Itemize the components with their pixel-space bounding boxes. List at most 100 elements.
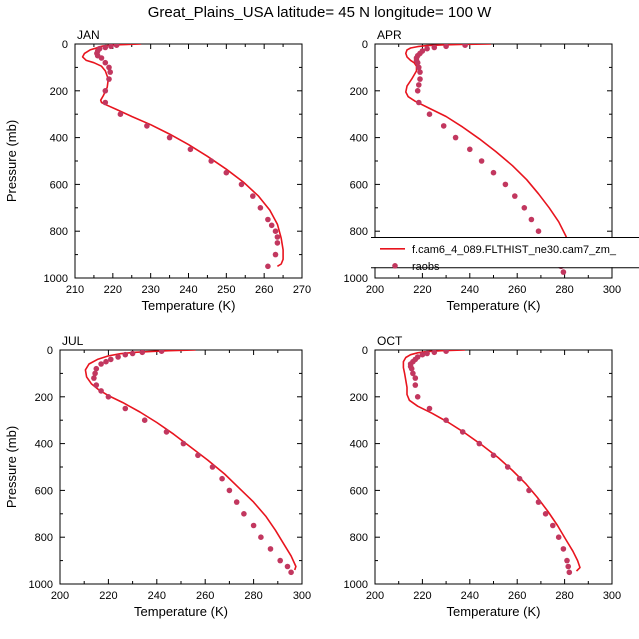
y-tick-label: 200: [50, 86, 68, 98]
raobs-point: [408, 365, 415, 372]
raobs-point: [512, 193, 518, 199]
raobs-point: [417, 69, 423, 75]
model-profile-line: [84, 350, 297, 571]
raobs-point: [459, 429, 466, 435]
raobs-point: [417, 76, 423, 82]
y-tick-label: 0: [62, 39, 68, 51]
raobs-point: [115, 354, 121, 360]
raobs-point: [102, 99, 109, 106]
raobs-point: [467, 146, 473, 153]
model-profile-line: [404, 44, 574, 267]
raobs-point: [284, 563, 291, 570]
raobs-point: [431, 44, 438, 51]
raobs-point: [521, 205, 528, 211]
raobs-point: [122, 351, 129, 358]
raobs-point: [542, 511, 549, 517]
raobs-point: [412, 382, 419, 388]
raobs-point: [424, 45, 430, 52]
x-tick-label: 220: [104, 284, 122, 296]
x-tick-label: 230: [141, 284, 159, 296]
x-axis-label: Temperature (K): [447, 604, 541, 619]
x-tick-label: 240: [148, 590, 166, 602]
raobs-point: [98, 388, 104, 394]
y-tick-label: 0: [362, 345, 368, 357]
raobs-point: [272, 251, 279, 258]
raobs-point: [528, 216, 535, 223]
raobs-point: [443, 44, 449, 50]
x-tick-label: 200: [366, 590, 384, 602]
raobs-point: [113, 44, 120, 48]
raobs-point: [414, 394, 421, 400]
x-tick-label: 220: [413, 590, 431, 602]
raobs-point: [535, 228, 542, 234]
x-tick-label: 200: [51, 590, 69, 602]
raobs-point: [141, 417, 148, 424]
y-tick-label: 1000: [29, 579, 53, 591]
raobs-point: [490, 169, 497, 176]
raobs-point: [440, 123, 447, 129]
raobs-point: [416, 82, 422, 88]
raobs-point: [424, 350, 430, 357]
x-tick-label: 280: [244, 590, 262, 602]
raobs-point: [476, 440, 483, 447]
y-tick-label: 600: [350, 485, 368, 497]
panel-label: APR: [377, 28, 402, 42]
raobs-point: [443, 350, 449, 354]
raobs-point: [166, 134, 173, 141]
y-tick-label: 800: [50, 226, 68, 238]
raobs-point: [265, 216, 271, 223]
raobs-point: [443, 417, 449, 424]
y-tick-label: 1000: [44, 273, 68, 285]
figure-title: Great_Plains_USA latitude= 45 N longitud…: [148, 4, 492, 21]
x-tick-label: 260: [196, 590, 214, 602]
panel-label: JUL: [62, 334, 84, 348]
raobs-point: [516, 475, 523, 482]
raobs-point: [93, 382, 100, 388]
raobs-point: [416, 64, 422, 71]
panel-jul: 200 220 240 260 280 300 0 200 400 600 800 1000 JUL Te…: [4, 334, 311, 619]
panel-oct: 200 220 240 260 280 300 0 200 400 600 800 1000 OCT Te…: [344, 334, 622, 619]
raobs-point: [277, 557, 284, 564]
raobs-point: [462, 44, 468, 48]
raobs-point: [117, 111, 124, 117]
raobs-point: [265, 263, 271, 270]
legend-marker-swatch: [392, 263, 398, 269]
legend-obs-label: raobs: [412, 261, 440, 273]
x-tick-label: 280: [555, 284, 573, 296]
raobs-point: [108, 356, 114, 363]
raobs-point: [139, 350, 146, 356]
raobs-point: [233, 499, 240, 505]
raobs-point: [565, 563, 571, 570]
x-tick-label: 200: [366, 284, 384, 296]
y-axis-label: Pressure (mb): [4, 120, 19, 202]
x-tick-label: 240: [179, 284, 197, 296]
raobs-point: [103, 358, 109, 365]
y-tick-label: 1000: [344, 579, 368, 591]
raobs-point: [98, 55, 105, 61]
panels: 210 220 230 240 250 260 270 0 200 400 600 800 1000 JA…: [4, 28, 621, 619]
x-tick-label: 260: [255, 284, 273, 296]
y-tick-label: 800: [35, 532, 53, 544]
raobs-point: [209, 464, 216, 470]
raobs-point: [419, 351, 426, 358]
raobs-point: [107, 69, 113, 75]
model-profile-line: [402, 350, 581, 572]
legend: f.cam6_4_089.FLTHIST_ne30.cam7_zm_raobs: [371, 237, 639, 273]
raobs-point: [560, 269, 567, 275]
x-tick-label: 210: [66, 284, 84, 296]
raobs-point: [426, 405, 433, 412]
raobs-point: [163, 429, 170, 435]
y-tick-label: 200: [35, 392, 53, 404]
x-tick-label: 270: [293, 284, 311, 296]
x-axis-label: Temperature (K): [447, 298, 541, 313]
raobs-point: [272, 228, 279, 234]
raobs-point: [274, 240, 281, 246]
raobs-point: [180, 440, 187, 447]
raobs-point: [144, 123, 150, 129]
y-tick-label: 600: [350, 179, 368, 191]
raobs-point: [426, 111, 433, 117]
y-tick-label: 0: [362, 39, 368, 51]
y-tick-label: 800: [350, 532, 368, 544]
raobs-point: [187, 146, 194, 153]
